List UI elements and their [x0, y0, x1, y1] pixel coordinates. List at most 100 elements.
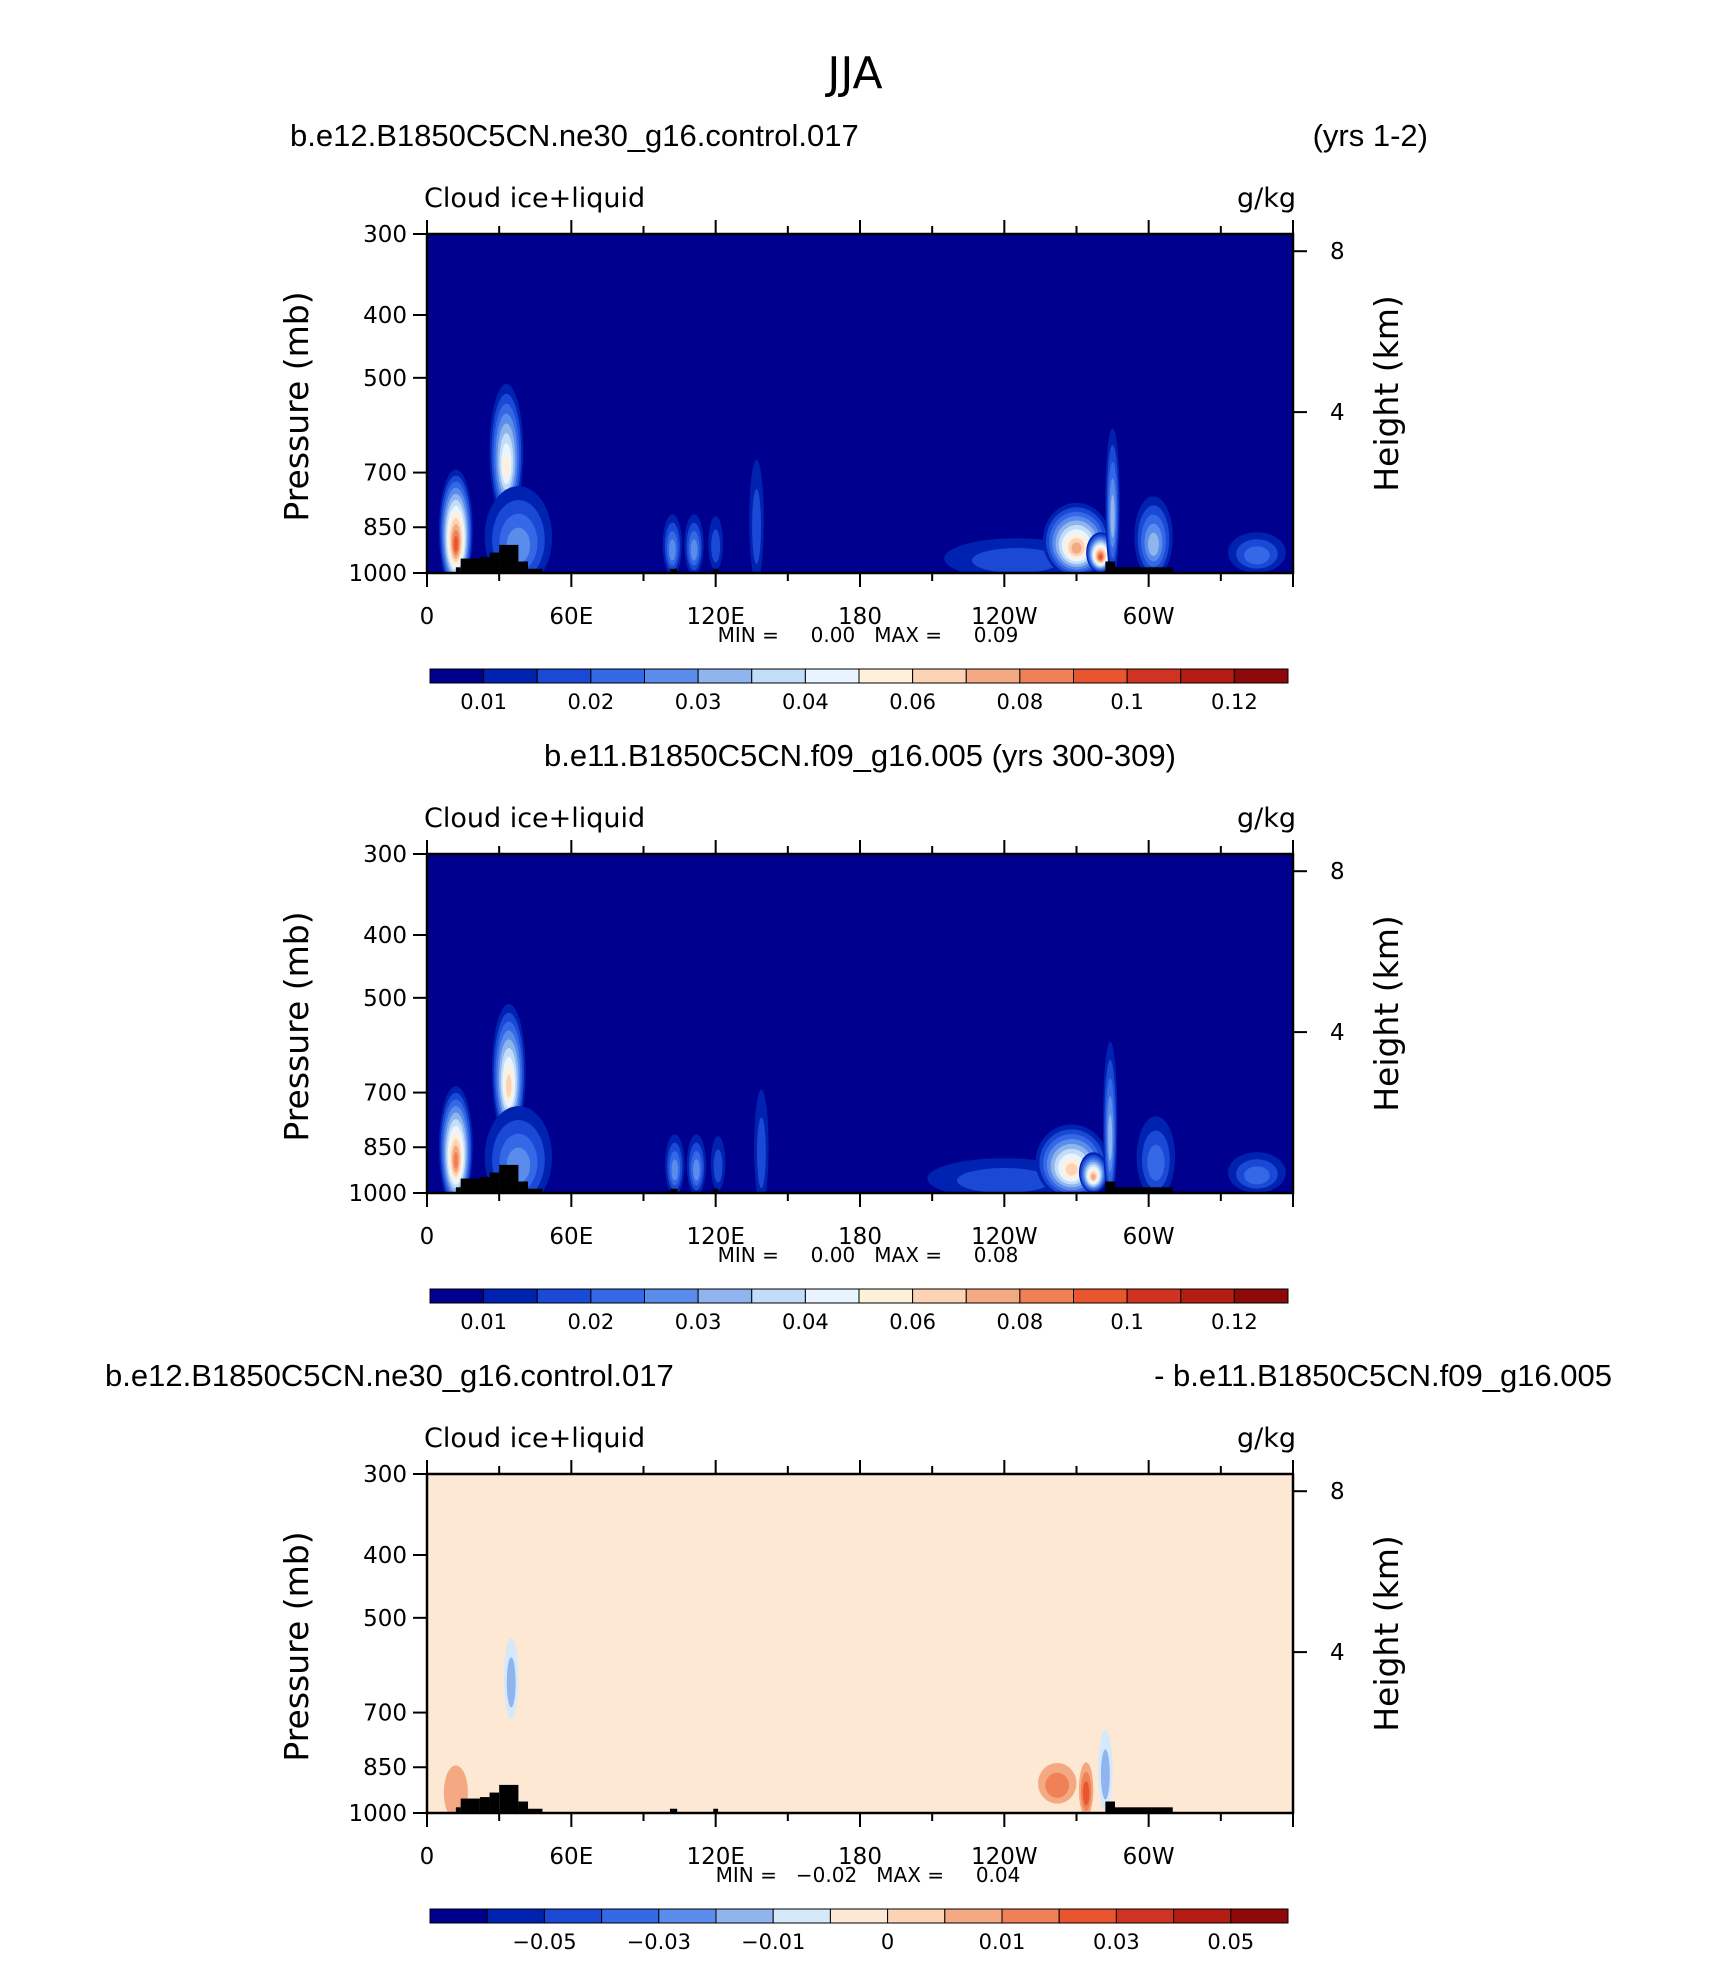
colorbar-box	[644, 668, 699, 684]
colorbar-box	[483, 1288, 538, 1304]
colorbar-label: 0.03	[675, 1310, 722, 1334]
variable-label: Cloud ice+liquid	[424, 1423, 645, 1454]
land-mask	[713, 568, 719, 573]
colorbar-box	[1058, 1908, 1117, 1924]
colorbar-box	[697, 668, 753, 684]
colorbar-label: 0.01	[460, 690, 507, 714]
contour-fill	[956, 1167, 1052, 1193]
min-max-label: MIN = −0.02 MAX = 0.04	[716, 1863, 1021, 1887]
land-mask	[499, 1164, 519, 1193]
colorbar-box	[912, 1288, 967, 1304]
contour-fill	[752, 488, 762, 564]
y2-tick-label: 8	[1330, 859, 1345, 885]
field-feature	[439, 1086, 473, 1193]
x-tick-label: 60W	[1123, 604, 1175, 630]
y-tick-label: 850	[363, 1755, 407, 1781]
land-mask	[489, 1172, 500, 1193]
colorbar-box	[887, 1908, 946, 1924]
contour-fill	[453, 1151, 459, 1169]
land-mask	[479, 557, 490, 573]
contour-fill	[711, 529, 721, 563]
land-mask	[1105, 561, 1115, 573]
colorbar-box	[772, 1908, 831, 1924]
colorbar-box	[601, 1908, 660, 1924]
land-mask	[528, 1808, 543, 1813]
field-feature	[491, 1003, 526, 1140]
colorbar-label: −0.03	[627, 1930, 691, 1954]
colorbar-box	[944, 1908, 1003, 1924]
case-title-right: (yrs 1-2)	[1313, 118, 1428, 153]
contour-fill	[1091, 1173, 1096, 1180]
y-tick-label: 300	[363, 842, 407, 868]
land-mask	[499, 544, 519, 573]
x-tick-label: 0	[420, 604, 435, 630]
colorbar-box	[1019, 1288, 1074, 1304]
contour-fill	[690, 539, 698, 561]
y2-tick-label: 8	[1330, 239, 1345, 265]
colorbar-label: 0.1	[1110, 690, 1143, 714]
colorbar-label: −0.05	[512, 1930, 576, 1954]
colorbar-box	[912, 668, 967, 684]
colorbar-box	[1233, 1288, 1289, 1304]
case-title: b.e11.B1850C5CN.f09_g16.005 (yrs 300-309…	[544, 738, 1176, 773]
colorbar-label: 0.02	[567, 690, 614, 714]
field-feature	[1102, 1041, 1118, 1193]
land-mask	[669, 1188, 678, 1193]
colorbar-label: 0.1	[1110, 1310, 1143, 1334]
land-mask	[455, 1807, 461, 1813]
units-label: g/kg	[1237, 803, 1296, 834]
colorbar-label: 0.04	[782, 1310, 829, 1334]
land-mask	[1114, 1187, 1173, 1193]
colorbar-box	[751, 668, 806, 684]
y-tick-label: 850	[363, 515, 407, 541]
land-mask	[518, 1181, 529, 1193]
field-feature	[1134, 496, 1173, 573]
min-max-label: MIN = 0.00 MAX = 0.08	[718, 1243, 1019, 1267]
field-feature	[665, 1134, 685, 1193]
y-tick-label: 500	[363, 1606, 407, 1632]
colorbar-box	[658, 1908, 717, 1924]
colorbar-box	[965, 1288, 1021, 1304]
y2-tick-label: 4	[1330, 400, 1345, 426]
contour-fill	[693, 1159, 700, 1181]
field-feature	[439, 469, 473, 573]
y-tick-label: 1000	[348, 1181, 407, 1207]
contour-fill	[1108, 1114, 1113, 1161]
y2-tick-label: 4	[1330, 1020, 1345, 1046]
y-tick-label: 1000	[348, 1801, 407, 1827]
y-tick-label: 500	[363, 366, 407, 392]
land-mask	[460, 1798, 480, 1813]
contour-fill	[971, 548, 1061, 573]
colorbar-box	[429, 1908, 488, 1924]
field-feature	[662, 514, 682, 573]
land-mask	[460, 558, 480, 573]
land-mask	[455, 1187, 461, 1193]
contour-fill	[1244, 546, 1270, 565]
colorbar-box	[590, 1288, 645, 1304]
colorbar-box	[536, 668, 592, 684]
land-mask	[455, 567, 461, 573]
colorbar-box	[536, 1288, 592, 1304]
field-feature	[489, 383, 524, 520]
colorbar: 0.01 0.02 0.03 0.04 0.06 0.08 0.1 0.12	[429, 668, 1289, 714]
units-label: g/kg	[1237, 183, 1296, 214]
land-mask	[489, 552, 500, 573]
field-feature	[686, 1134, 707, 1193]
colorbar-box	[1126, 668, 1182, 684]
contour-fill	[453, 536, 459, 552]
field-feature	[684, 514, 704, 573]
land-mask	[1105, 1181, 1115, 1193]
field-feature	[503, 1637, 519, 1720]
land-mask	[1114, 1807, 1173, 1813]
field-feature	[1228, 1152, 1286, 1193]
land-mask	[1105, 1801, 1115, 1813]
colorbar-box	[858, 1288, 914, 1304]
colorbar-box	[644, 1288, 699, 1304]
x-tick-label: 120W	[971, 604, 1038, 630]
y-tick-label: 400	[363, 923, 407, 949]
colorbar-label: −0.01	[741, 1930, 805, 1954]
x-tick-label: 0	[420, 1224, 435, 1250]
colorbar: −0.05 −0.03 −0.01 0 0.01 0.03 0.05	[429, 1908, 1289, 1954]
x-tick-label: 60E	[549, 604, 593, 630]
y2-axis-label: Height (km)	[1367, 295, 1406, 492]
